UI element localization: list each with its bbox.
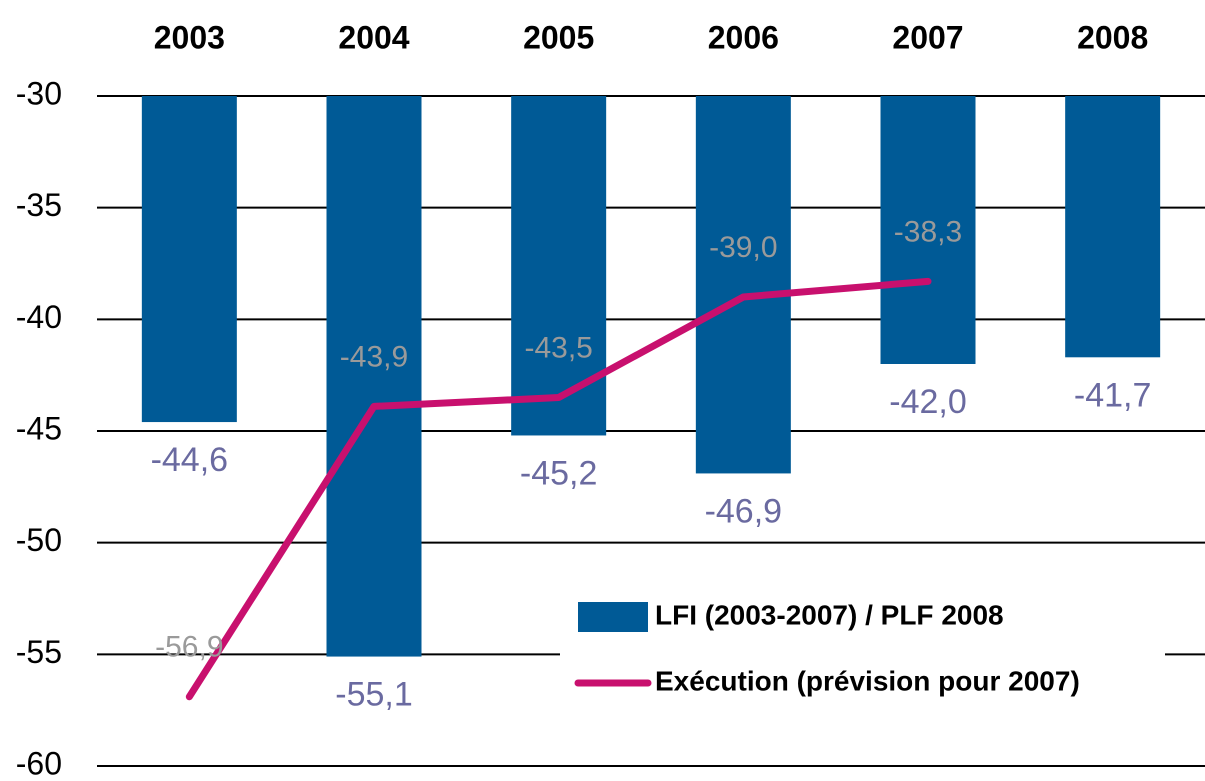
bar-value-label: -55,1 [335,676,413,714]
y-tick-label: -35 [16,187,62,223]
y-tick-label: -45 [16,410,62,446]
x-tick-label: 2004 [338,19,409,55]
bar-value-label: -42,0 [889,383,967,421]
x-tick-label: 2006 [708,19,779,55]
bar [880,96,976,364]
y-tick-label: -40 [16,299,62,335]
bar-value-label: -45,2 [520,454,598,492]
bar [695,96,791,474]
x-tick-label: 2003 [154,19,225,55]
y-tick-label: -60 [16,745,62,781]
bar [511,96,607,436]
x-tick-label: 2005 [523,19,594,55]
bar-value-label: -44,6 [151,441,229,479]
bar [141,96,237,423]
legend: LFI (2003-2007) / PLF 2008 Exécution (pré… [560,585,1165,710]
line [185,277,932,701]
line-value-label: -38,3 [894,215,962,248]
y-tick-label: -30 [16,75,62,111]
legend-swatch [578,602,648,632]
legend-label: Exécution (prévision pour 2007) [655,665,1080,696]
line-value-label: -43,5 [524,331,592,364]
x-tick-label: 2007 [892,19,963,55]
legend-background [560,585,1165,710]
bar [1065,96,1161,358]
bar [326,96,422,657]
line-value-label: -56,9 [155,631,223,664]
y-tick-label: -55 [16,634,62,670]
bar-value-label: -41,7 [1074,376,1152,414]
line-value-label: -43,9 [340,340,408,373]
bar-value-label: -46,9 [705,492,783,530]
x-tick-label: 2008 [1077,19,1148,55]
line-value-label: -39,0 [709,231,777,264]
legend-label: LFI (2003-2007) / PLF 2008 [655,599,1004,630]
y-tick-label: -50 [16,522,62,558]
